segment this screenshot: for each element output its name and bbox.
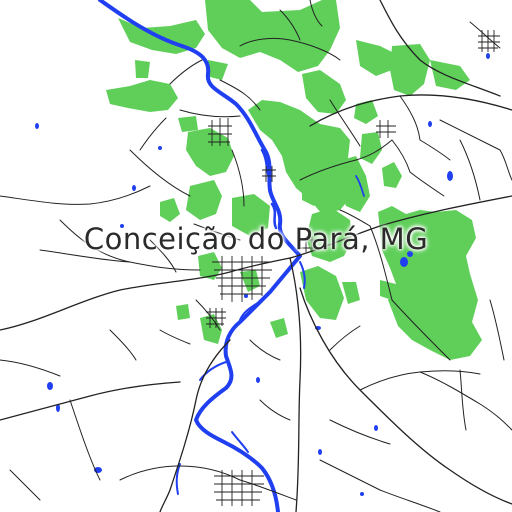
map-title-label: Conceição do Pará, MG xyxy=(83,222,429,256)
water-layer xyxy=(98,0,365,512)
vegetation-layer xyxy=(106,0,482,360)
street-grid-layer xyxy=(206,30,500,506)
main-river xyxy=(98,0,302,512)
